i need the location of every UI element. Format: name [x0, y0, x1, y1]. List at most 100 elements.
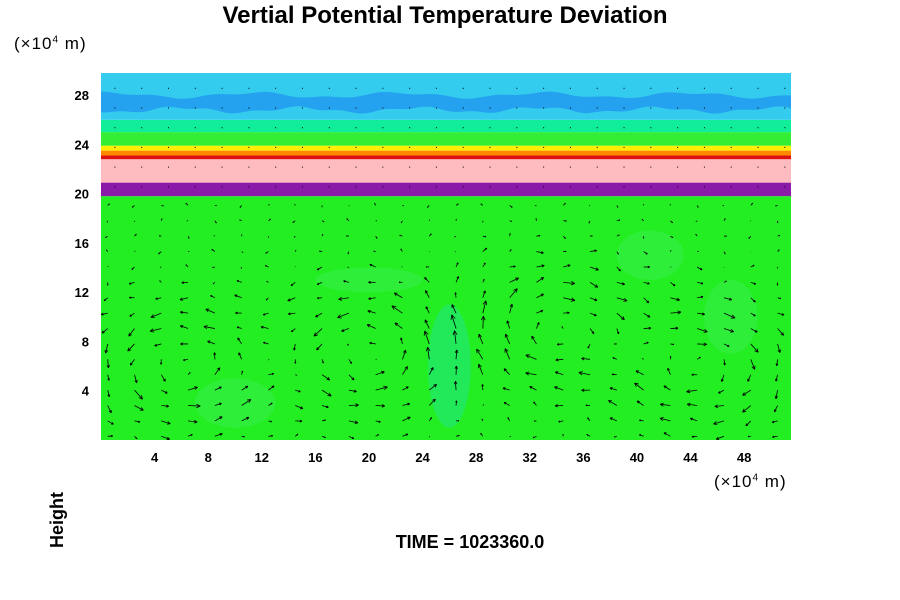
vector-arrow [402, 416, 411, 422]
vector-arrow [181, 281, 189, 284]
vector-arrow [697, 266, 703, 271]
vector-arrow [481, 384, 484, 391]
grid-dot [167, 146, 169, 148]
vector-arrow [107, 405, 112, 414]
vector-arrow [612, 357, 617, 360]
vector-arrow [337, 312, 350, 319]
vector-arrow [589, 235, 593, 237]
vector-arrow [639, 419, 644, 422]
vector-arrow [509, 303, 514, 314]
vector-arrow [686, 389, 698, 394]
grid-dot [543, 87, 545, 89]
vector-arrow [346, 218, 350, 222]
vector-arrow [131, 205, 135, 208]
vector-arrow [154, 343, 162, 347]
grid-dot [677, 87, 679, 89]
vector-arrow [260, 325, 269, 329]
vector-arrow [535, 218, 537, 221]
vector-arrow [268, 359, 270, 361]
grid-dot [435, 146, 437, 148]
vector-arrow [776, 282, 779, 286]
vector-arrow [268, 434, 273, 437]
vector-arrow [482, 235, 487, 238]
vector-arrow [588, 220, 591, 224]
vector-arrow [639, 434, 644, 437]
vector-arrow [714, 404, 725, 408]
vector-arrow [452, 330, 458, 344]
grid-dot [489, 107, 491, 109]
grid-dot [730, 107, 732, 109]
vector-arrow [107, 420, 114, 425]
vector-arrow [556, 342, 564, 346]
vector-arrow [317, 296, 323, 300]
vector-arrow [481, 418, 484, 422]
vector-arrow [777, 328, 784, 336]
vector-arrow [775, 374, 778, 382]
grid-dot [703, 127, 705, 129]
grid-dot [703, 107, 705, 109]
vector-arrow [509, 233, 511, 237]
vector-arrow [609, 387, 617, 391]
vector-arrow [455, 400, 458, 406]
vector-arrow [563, 264, 571, 268]
vector-arrow [536, 234, 541, 237]
grid-dot [730, 87, 732, 89]
vector-arrow [368, 280, 376, 284]
vector-arrow [287, 297, 296, 302]
vector-arrow [321, 435, 326, 439]
vector-arrow [134, 374, 138, 384]
vector-arrow [455, 262, 459, 268]
grid-dot [435, 107, 437, 109]
grid-dot [194, 87, 196, 89]
vector-arrow [346, 343, 350, 346]
grid-dot [516, 146, 518, 148]
vector-arrow [481, 315, 486, 329]
vector-arrow [643, 281, 650, 285]
y-tick-label: 24 [75, 137, 90, 152]
vector-arrow [185, 202, 189, 206]
grid-dot [596, 186, 598, 188]
vector-arrow [105, 249, 109, 252]
grid-dot [141, 87, 143, 89]
grid-dot [703, 186, 705, 188]
vector-arrow [536, 293, 544, 299]
grid-dot [114, 186, 116, 188]
vector-arrow [750, 264, 755, 268]
grid-dot [328, 87, 330, 89]
vector-arrow [428, 398, 436, 406]
vector-arrow [375, 404, 386, 408]
grid-dot [543, 107, 545, 109]
vector-arrow [773, 405, 778, 413]
heatmap-layer-3 [101, 155, 791, 160]
vector-arrow [563, 250, 567, 253]
grid-dot [757, 146, 759, 148]
vector-arrow [241, 385, 249, 391]
vector-arrow [509, 249, 512, 252]
vector-arrow [241, 370, 244, 375]
vector-arrow [294, 203, 296, 206]
vector-arrow [241, 416, 250, 422]
vector-arrow [292, 220, 296, 223]
vector-arrow [450, 314, 457, 329]
grid-dot [301, 186, 303, 188]
vector-arrow [134, 436, 138, 440]
vector-arrow [562, 202, 566, 206]
vector-arrow [503, 368, 510, 375]
vector-arrow [660, 402, 671, 407]
grid-dot [301, 166, 303, 168]
vector-arrow [369, 341, 376, 345]
y-unit-exponent: 4 [52, 34, 60, 46]
vector-arrow [531, 335, 537, 345]
y-tick-label: 4 [82, 384, 90, 399]
vector-arrow [400, 248, 403, 252]
grid-dot [248, 166, 250, 168]
vector-arrow [616, 312, 625, 321]
vector-arrow [536, 264, 545, 268]
vector-arrow [316, 343, 323, 351]
vector-arrow [205, 308, 216, 314]
vector-arrow [239, 205, 242, 208]
vector-arrow [313, 328, 323, 337]
vector-arrow [211, 248, 216, 252]
grid-dot [355, 87, 357, 89]
vector-arrow [134, 233, 137, 237]
